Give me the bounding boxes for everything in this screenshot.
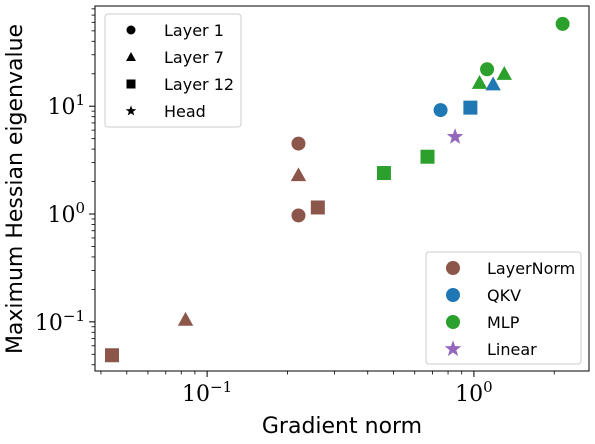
legend-label: Linear <box>487 340 537 359</box>
legend-module-colors: LayerNorm QKV MLP Linear <box>425 251 582 365</box>
data-point <box>177 311 194 326</box>
x-axis-label: Gradient norm <box>262 414 422 439</box>
legend-box <box>104 13 242 128</box>
y-tick-label: 101 <box>47 91 85 120</box>
legend-marker <box>126 52 136 61</box>
data-point <box>420 149 435 164</box>
data-point <box>555 16 570 31</box>
y-tick-label: 100 <box>47 199 85 228</box>
data-point <box>291 208 306 223</box>
legend-label: Head <box>164 102 206 121</box>
legend-label: QKV <box>487 286 521 305</box>
data-point <box>433 103 448 118</box>
legend-layer-markers: Layer 1 Layer 7 Layer 12 Head <box>104 13 242 128</box>
legend-label: Layer 1 <box>164 21 224 40</box>
legend-label: MLP <box>487 313 520 332</box>
data-point <box>496 66 513 80</box>
x-tick-label: 10−1 <box>182 378 232 407</box>
data-point <box>480 62 495 77</box>
legend-marker <box>126 25 136 35</box>
legend-marker <box>444 340 462 357</box>
axis-ticks: 10−1 100 10−1 100 101 <box>35 8 555 407</box>
legend-label: Layer 7 <box>164 48 224 67</box>
legend-marker <box>126 79 136 89</box>
legend-marker <box>125 105 137 116</box>
y-axis-label: Maximum Hessian eigenvalue <box>3 24 28 354</box>
data-point <box>471 75 488 89</box>
x-tick-label: 100 <box>455 378 493 407</box>
data-points <box>104 16 570 363</box>
data-point <box>291 136 306 151</box>
data-point <box>104 348 119 363</box>
plot-area <box>94 5 590 372</box>
legend-marker <box>446 315 460 329</box>
legend-label: Layer 12 <box>164 75 234 94</box>
data-point <box>446 128 464 144</box>
data-point <box>485 76 501 91</box>
data-point <box>290 167 307 182</box>
data-point <box>463 100 478 115</box>
legend-marker <box>446 261 460 275</box>
y-tick-label: 10−1 <box>35 307 85 336</box>
data-point <box>376 166 391 181</box>
legend-marker <box>446 288 460 302</box>
legend-box <box>425 251 582 365</box>
data-point <box>310 200 325 215</box>
legend-label: LayerNorm <box>487 259 575 278</box>
